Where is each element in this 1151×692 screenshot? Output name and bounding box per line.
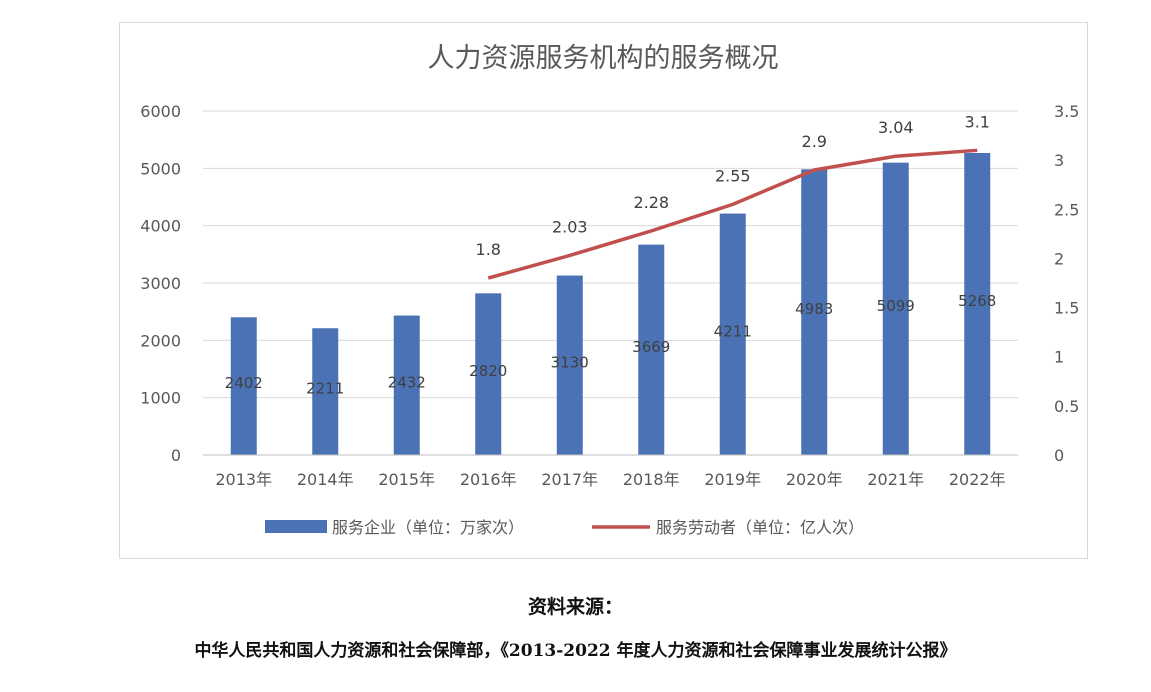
bar	[719, 213, 746, 455]
y-left-tick-label: 4000	[140, 217, 181, 236]
y-right-tick-label: 2	[1054, 249, 1064, 268]
bar	[882, 162, 909, 455]
y-left-tick-label: 2000	[140, 331, 181, 350]
bar-data-label: 2432	[388, 373, 426, 391]
x-tick-label: 2022年	[949, 470, 1006, 489]
y-right-tick-label: 2.5	[1054, 200, 1079, 219]
y-axis-left: 0 1000 2000 3000 4000 5000 6000	[140, 102, 181, 465]
source-label: 资料来源：	[527, 596, 623, 618]
bar	[964, 152, 991, 455]
line-data-label: 2.9	[802, 132, 827, 151]
line-path	[487, 148, 978, 280]
x-tick-label: 2015年	[378, 470, 435, 489]
x-tick-label: 2019年	[704, 470, 761, 489]
y-right-tick-label: 1	[1054, 348, 1064, 367]
y-left-tick-label: 0	[171, 446, 181, 465]
line-data-label: 3.1	[965, 112, 990, 131]
bar-data-label: 2211	[306, 380, 344, 398]
x-tick-label: 2014年	[297, 470, 354, 489]
y-right-tick-label: 3.5	[1054, 102, 1079, 121]
line-data-label: 2.55	[715, 166, 751, 185]
bar-data-label: 3130	[551, 353, 589, 371]
bar-data-label: 2820	[469, 362, 507, 380]
legend: 服务企业（单位：万家次） 服务劳动者（单位：亿人次）	[265, 518, 864, 537]
line-series	[487, 148, 978, 280]
bar	[638, 244, 665, 455]
bar	[393, 315, 420, 455]
y-right-tick-label: 3	[1054, 151, 1064, 170]
line-data-label: 1.8	[476, 240, 501, 259]
y-right-tick-label: 0.5	[1054, 397, 1079, 416]
y-right-tick-label: 1.5	[1054, 299, 1079, 318]
y-left-tick-label: 5000	[140, 159, 181, 178]
line-data-label: 2.28	[633, 193, 669, 212]
x-tick-label: 2013年	[215, 470, 272, 489]
y-right-tick-label: 0	[1054, 446, 1064, 465]
x-tick-label: 2016年	[460, 470, 517, 489]
bar	[312, 328, 339, 455]
bar-data-label: 5268	[958, 292, 996, 310]
chart-frame: 人力资源服务机构的服务概况 0 1000 2000 3000 4000 5000 6000 …	[119, 22, 1088, 559]
y-left-tick-label: 6000	[140, 102, 181, 121]
x-tick-label: 2021年	[867, 470, 924, 489]
x-tick-label: 2018年	[623, 470, 680, 489]
y-left-tick-label: 3000	[140, 274, 181, 293]
source-citation: 中华人民共和国人力资源和社会保障部，《2013-2022 年度人力资源和社会保障…	[194, 641, 957, 661]
bar	[556, 275, 583, 455]
y-axis-right: 0 0.5 1 1.5 2 2.5 3 3.5	[1054, 102, 1079, 465]
bar	[230, 317, 257, 455]
line-data-label: 3.04	[878, 118, 914, 137]
legend-swatch-bar	[265, 520, 327, 533]
bar-series	[230, 152, 991, 456]
bar-data-labels: 2402 2211 2432 2820 3130 3669 4211 4983 5099 5268	[225, 292, 997, 398]
gridlines	[203, 110, 1018, 399]
bar-data-label: 3669	[632, 338, 670, 356]
bar-data-label: 5099	[877, 297, 915, 315]
bar-data-label: 2402	[225, 374, 263, 392]
x-axis-ticks: 2013年 2014年 2015年 2016年 2017年 2018年 2019年 2020年…	[215, 470, 1005, 489]
line-data-labels: 1.8 2.03 2.28 2.55 2.9 3.04 3.1	[476, 112, 990, 259]
bar	[475, 293, 502, 455]
chart-svg: 人力资源服务机构的服务概况 0100020003000400050006000 …	[140, 43, 1079, 537]
x-tick-label: 2017年	[541, 470, 598, 489]
bar-data-label: 4983	[795, 300, 833, 318]
bar-data-label: 4211	[714, 322, 752, 340]
legend-label-line: 服务劳动者（单位：亿人次）	[656, 518, 864, 537]
bar	[801, 169, 828, 456]
legend-label-bar: 服务企业（单位：万家次）	[332, 518, 524, 537]
x-tick-label: 2020年	[786, 470, 843, 489]
y-left-tick-label: 1000	[140, 389, 181, 408]
chart-title: 人力资源服务机构的服务概况	[428, 43, 779, 74]
line-data-label: 2.03	[552, 217, 588, 236]
